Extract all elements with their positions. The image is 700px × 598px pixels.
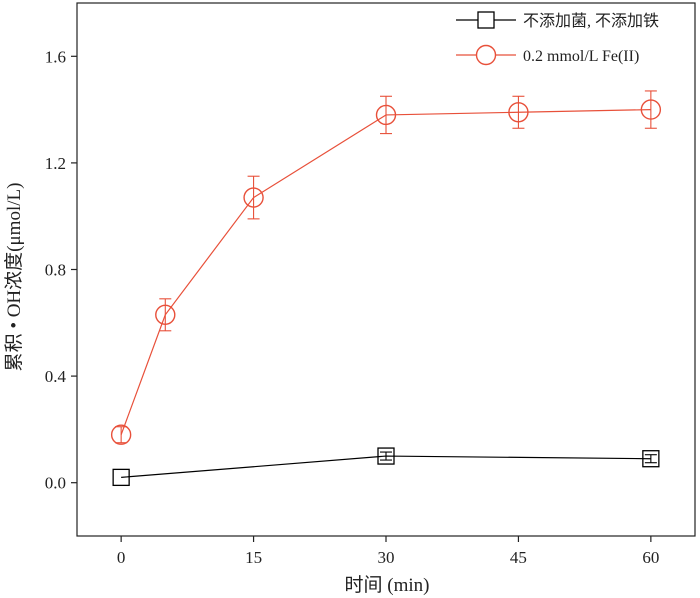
x-tick-label: 0 <box>117 548 126 567</box>
legend-marker <box>475 44 497 66</box>
legend-marker <box>477 11 495 29</box>
x-tick-label: 60 <box>642 548 659 567</box>
data-point <box>377 447 395 465</box>
data-point <box>110 424 132 445</box>
legend-label: 不添加菌, 不添加铁 <box>523 12 659 30</box>
y-tick-label: 1.6 <box>45 47 66 66</box>
data-point <box>642 450 660 468</box>
series-area <box>110 90 662 487</box>
series-control <box>112 447 660 487</box>
data-point <box>112 468 130 487</box>
series-line <box>120 109 651 435</box>
y-tick-label: 0.4 <box>45 367 67 386</box>
data-point <box>508 102 529 123</box>
y-tick-label: 0.8 <box>45 261 66 280</box>
data-point <box>640 99 662 120</box>
x-tick-label: 30 <box>378 548 395 567</box>
legend: 不添加菌, 不添加铁 0.2 mmol/L Fe(II) <box>456 11 659 66</box>
x-axis-title: 时间 (min) <box>345 574 430 596</box>
axes: 0 15 30 45 60 0.0 0.4 0.8 1.2 1.6 <box>45 2 696 567</box>
y-tick-label: 1.2 <box>45 154 66 173</box>
y-tick-label: 0.0 <box>45 474 66 493</box>
series-fe-ii <box>110 90 662 445</box>
legend-label: 0.2 mmol/L Fe(II) <box>523 48 639 65</box>
data-point <box>243 187 264 208</box>
x-tick-label: 15 <box>245 548 262 567</box>
y-axis-title: 累积 • OH浓度(μmol/L) <box>3 183 25 372</box>
x-tick-label: 45 <box>510 548 527 567</box>
data-point <box>155 304 176 326</box>
data-point <box>375 104 397 126</box>
